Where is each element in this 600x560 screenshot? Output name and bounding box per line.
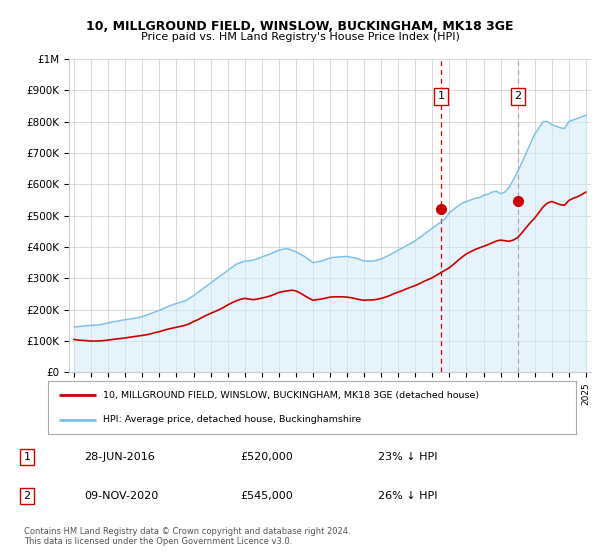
Text: Price paid vs. HM Land Registry's House Price Index (HPI): Price paid vs. HM Land Registry's House …: [140, 32, 460, 43]
Text: 28-JUN-2016: 28-JUN-2016: [84, 452, 155, 462]
Text: 10, MILLGROUND FIELD, WINSLOW, BUCKINGHAM, MK18 3GE (detached house): 10, MILLGROUND FIELD, WINSLOW, BUCKINGHA…: [103, 391, 479, 400]
Text: 2: 2: [514, 91, 521, 101]
Text: 09-NOV-2020: 09-NOV-2020: [84, 491, 158, 501]
Text: 1: 1: [23, 452, 31, 462]
Text: 26% ↓ HPI: 26% ↓ HPI: [378, 491, 437, 501]
Text: 1: 1: [437, 91, 445, 101]
Text: Contains HM Land Registry data © Crown copyright and database right 2024.
This d: Contains HM Land Registry data © Crown c…: [24, 526, 350, 546]
Text: £520,000: £520,000: [240, 452, 293, 462]
Text: 10, MILLGROUND FIELD, WINSLOW, BUCKINGHAM, MK18 3GE: 10, MILLGROUND FIELD, WINSLOW, BUCKINGHA…: [86, 20, 514, 32]
Text: HPI: Average price, detached house, Buckinghamshire: HPI: Average price, detached house, Buck…: [103, 415, 362, 424]
Text: £545,000: £545,000: [240, 491, 293, 501]
Text: 2: 2: [23, 491, 31, 501]
Text: 23% ↓ HPI: 23% ↓ HPI: [378, 452, 437, 462]
